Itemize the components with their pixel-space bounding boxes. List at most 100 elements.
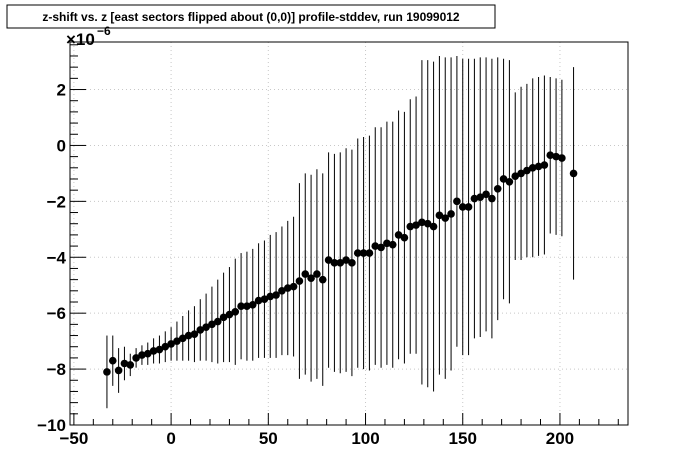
data-point-46 (371, 242, 380, 250)
x-tick-label-0: −50 (59, 429, 88, 448)
title-box (6, 4, 496, 29)
data-point-21 (225, 310, 234, 319)
data-point-71 (517, 169, 525, 178)
y-exponent-power: −6 (97, 24, 111, 38)
data-point-73 (528, 164, 537, 172)
data-point-6 (138, 351, 146, 359)
data-point-42 (348, 259, 356, 267)
data-point-67 (493, 184, 502, 193)
data-point-49 (388, 240, 397, 249)
data-point-32 (289, 282, 298, 291)
data-point-39 (330, 259, 339, 267)
data-point-30 (278, 287, 286, 295)
data-point-17 (202, 323, 210, 331)
data-point-54 (418, 218, 426, 227)
y-tick-labels: −10 −8 −6 −4 −2 0 2 (37, 81, 66, 435)
data-point-18 (208, 320, 216, 329)
data-point-5 (132, 354, 140, 362)
data-point-56 (429, 222, 438, 231)
data-point-55 (423, 219, 432, 228)
data-point-1 (108, 356, 117, 365)
data-point-27 (260, 295, 269, 303)
data-point-22 (231, 307, 240, 316)
data-point-79 (569, 169, 578, 178)
data-point-15 (190, 330, 199, 338)
data-point-52 (406, 222, 415, 231)
data-point-70 (511, 172, 520, 180)
data-point-45 (365, 249, 374, 257)
x-tick-label-2: 50 (259, 429, 278, 448)
plot-frame (69, 41, 629, 426)
y-exponent: ×10 −6 (66, 24, 111, 49)
data-point-65 (482, 190, 490, 199)
data-point-35 (307, 274, 315, 283)
data-point-2 (114, 366, 123, 375)
data-point-64 (476, 193, 485, 201)
data-point-11 (167, 340, 175, 348)
x-tick-label-3: 100 (351, 429, 379, 448)
data-point-63 (470, 194, 479, 203)
data-point-43 (353, 249, 362, 257)
data-point-75 (540, 161, 549, 169)
data-point-4 (126, 361, 135, 369)
data-point-19 (213, 317, 222, 326)
data-point-76 (546, 151, 555, 160)
y-axis-ticks (70, 44, 86, 426)
data-point-23 (237, 302, 245, 310)
y-exponent-base: ×10 (66, 30, 95, 49)
data-point-9 (155, 345, 164, 354)
axes (69, 41, 629, 426)
chart-title: z-shift vs. z [east sectors flipped abou… (42, 10, 460, 24)
data-point-77 (552, 152, 560, 161)
data-point-34 (301, 270, 310, 278)
data-point-58 (441, 214, 450, 222)
data-point-33 (295, 277, 304, 285)
x-tick-labels: −50 0 50 100 150 200 (59, 429, 574, 448)
data-point-16 (196, 326, 205, 334)
data-point-25 (248, 300, 257, 309)
data-point-61 (458, 203, 467, 211)
data-point-7 (143, 349, 152, 358)
data-point-26 (254, 296, 263, 305)
data-point-31 (283, 284, 292, 292)
data-point-60 (453, 197, 461, 206)
data-point-59 (447, 210, 455, 218)
data-point-41 (342, 256, 350, 264)
data-point-36 (313, 270, 321, 278)
data-point-74 (534, 162, 543, 171)
data-point-24 (243, 302, 251, 310)
y-tick-label-6: 2 (57, 81, 66, 100)
data-point-38 (324, 256, 333, 264)
data-point-51 (400, 233, 409, 242)
data-point-14 (184, 331, 193, 340)
data-point-13 (178, 334, 187, 343)
data-point-66 (488, 194, 496, 203)
data-point-40 (336, 259, 345, 267)
y-tick-label-1: −8 (47, 360, 66, 379)
data-point-50 (394, 231, 403, 239)
y-tick-label-5: 0 (57, 136, 66, 155)
data-point-3 (120, 359, 129, 368)
data-point-72 (523, 166, 531, 175)
title-group: z-shift vs. z [east sectors flipped abou… (6, 4, 496, 29)
data-point-68 (499, 175, 508, 183)
data-point-57 (435, 211, 444, 220)
data-point-44 (359, 249, 368, 257)
y-tick-label-2: −6 (47, 304, 66, 323)
y-tick-label-4: −2 (47, 192, 66, 211)
data-point-20 (219, 313, 228, 322)
data-point-78 (558, 154, 566, 162)
data-point-53 (412, 221, 420, 229)
y-tick-label-3: −4 (47, 248, 67, 267)
data-point-69 (505, 177, 514, 186)
data-point-29 (272, 291, 280, 299)
data-point-28 (266, 292, 275, 301)
data-point-10 (161, 342, 170, 351)
x-tick-label-5: 200 (546, 429, 574, 448)
y-tick-label-0: −10 (37, 416, 66, 435)
data-point-37 (318, 275, 327, 284)
data-point-62 (464, 203, 473, 211)
x-tick-label-4: 150 (449, 429, 477, 448)
